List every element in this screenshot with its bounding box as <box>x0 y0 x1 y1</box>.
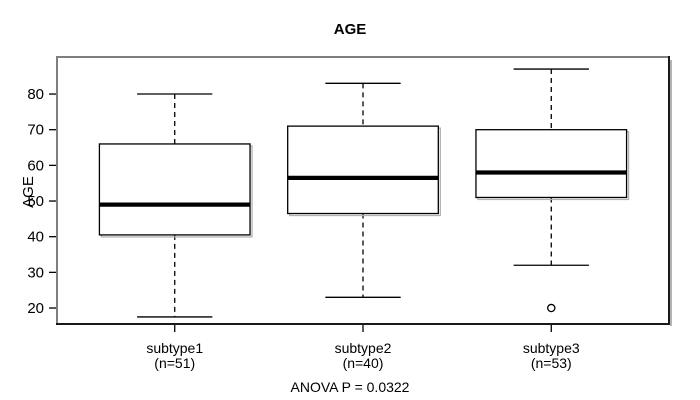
x-axis-sublabel: (n=53) <box>531 355 572 371</box>
y-tick-label: 20 <box>27 300 44 317</box>
x-axis-sublabel: (n=40) <box>343 355 384 371</box>
x-axis-label: subtype3 <box>523 340 580 356</box>
x-axis-label: subtype2 <box>335 340 392 356</box>
box <box>475 129 628 199</box>
x-axis-sublabel: (n=51) <box>154 355 195 371</box>
outlier-point <box>547 303 556 313</box>
y-tick-label: 80 <box>27 86 44 103</box>
box <box>98 143 251 236</box>
plot-frame-bottomright <box>56 56 670 325</box>
y-tick-label: 70 <box>27 122 44 139</box>
plot-frame-topleft <box>56 56 669 325</box>
y-tick-label: 50 <box>27 193 44 210</box>
y-tick-label: 40 <box>27 229 44 246</box>
anova-annotation: ANOVA P = 0.0322 <box>291 379 410 395</box>
y-axis-title: AGE <box>20 176 37 208</box>
plot-elements: 20 30 40 50 60 70 80 subtype1(n=51) subtype2(n=4… <box>27 56 672 371</box>
y-tick-label: 30 <box>27 264 44 281</box>
y-tick-label: 60 <box>27 157 44 174</box>
box <box>287 125 439 215</box>
chart-title: AGE <box>334 21 367 38</box>
x-axis-label: subtype1 <box>146 340 203 356</box>
